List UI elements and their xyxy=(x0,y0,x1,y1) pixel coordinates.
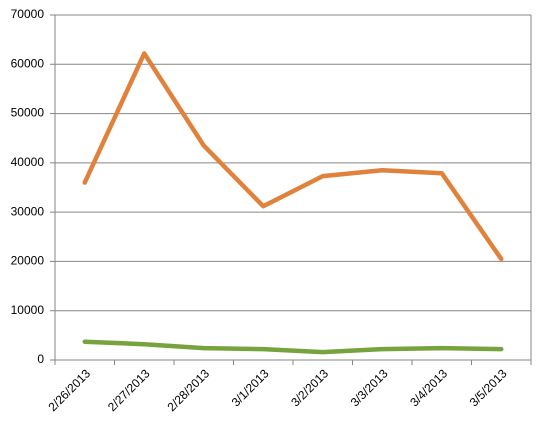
y-tick-label: 20000 xyxy=(11,254,45,268)
y-tick-label: 60000 xyxy=(11,56,45,70)
x-tick-label: 3/4/2013 xyxy=(407,366,450,409)
y-tick-label: 50000 xyxy=(11,106,45,120)
x-tick-label: 3/1/2013 xyxy=(229,366,272,409)
series-line xyxy=(82,339,504,355)
x-tick-label: 3/2/2013 xyxy=(288,366,331,409)
x-tick-label: 2/27/2013 xyxy=(105,366,153,414)
y-tick-label: 40000 xyxy=(11,155,45,169)
x-tick-label: 3/3/2013 xyxy=(348,366,391,409)
y-tick-label: 10000 xyxy=(11,303,45,317)
x-tick-label: 2/28/2013 xyxy=(164,366,212,414)
x-tick-label: 2/26/2013 xyxy=(45,366,93,414)
y-tick-label: 70000 xyxy=(11,7,45,21)
x-tick-label: 3/5/2013 xyxy=(467,366,510,409)
series-line xyxy=(82,51,504,262)
y-tick-label: 30000 xyxy=(11,204,45,218)
y-tick-label: 0 xyxy=(37,352,44,366)
